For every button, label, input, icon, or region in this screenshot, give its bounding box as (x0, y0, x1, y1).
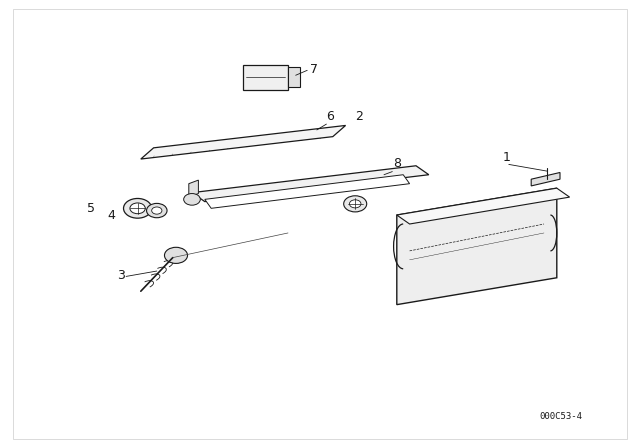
Polygon shape (531, 172, 560, 186)
Text: 3: 3 (117, 269, 125, 282)
Polygon shape (205, 175, 410, 208)
Text: 7: 7 (310, 63, 319, 76)
Text: 2: 2 (355, 110, 363, 123)
Circle shape (147, 203, 167, 218)
Text: 6: 6 (326, 110, 334, 123)
Circle shape (184, 194, 200, 205)
Circle shape (349, 200, 361, 208)
Polygon shape (189, 180, 198, 197)
Bar (243, 65, 288, 90)
Text: 4: 4 (108, 208, 115, 222)
Text: 000C53-4: 000C53-4 (540, 412, 582, 421)
Circle shape (152, 207, 162, 214)
Text: 8: 8 (394, 157, 402, 170)
Circle shape (130, 203, 145, 214)
Circle shape (124, 198, 152, 218)
Text: 5: 5 (87, 202, 95, 215)
Circle shape (164, 247, 188, 263)
Polygon shape (192, 166, 429, 202)
Polygon shape (397, 188, 557, 305)
Bar (288, 67, 300, 87)
Text: 1: 1 (502, 151, 510, 164)
Polygon shape (141, 125, 346, 159)
Circle shape (344, 196, 367, 212)
Polygon shape (397, 188, 570, 224)
